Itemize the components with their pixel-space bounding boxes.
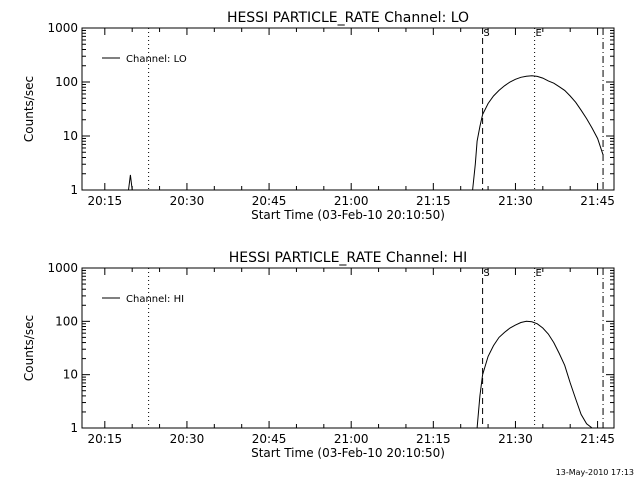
x-axis-label: Start Time (03-Feb-10 20:10:50): [251, 208, 445, 222]
chart-title: HESSI PARTICLE_RATE Channel: HI: [229, 250, 467, 266]
plot-frame: [81, 27, 615, 191]
panel-lo: HESSI PARTICLE_RATE Channel: LO 20:15 20:3…: [22, 10, 615, 222]
y-tick-label: 10: [63, 368, 78, 382]
x-tick-label: 21:15: [416, 432, 451, 446]
series-line: [472, 75, 604, 191]
x-axis-label: Start Time (03-Feb-10 20:10:50): [251, 446, 445, 460]
x-tick-label: 20:30: [170, 432, 205, 446]
chart-title: HESSI PARTICLE_RATE Channel: LO: [227, 10, 469, 26]
y-tick-label: 100: [55, 314, 78, 328]
timestamp-label: 13-May-2010 17:13: [555, 468, 634, 477]
x-tick-label: 20:45: [252, 432, 287, 446]
x-tick-label: 21:00: [334, 194, 369, 208]
x-tick-label: 20:45: [252, 194, 287, 208]
y-tick-label: 1: [70, 183, 78, 197]
event-marker-label: E: [535, 28, 541, 39]
x-tick-label: 20:15: [88, 194, 123, 208]
panel-hi: HESSI PARTICLE_RATE Channel: HI 20:15 20:3…: [22, 250, 615, 460]
y-tick-label: 1: [70, 421, 78, 435]
y-tick-label: 1000: [47, 21, 78, 35]
event-marker-label: S: [483, 268, 489, 279]
x-tick-label: 20:30: [170, 194, 205, 208]
x-tick-label: 21:45: [580, 432, 615, 446]
series-line: [128, 174, 133, 191]
legend-label: Channel: LO: [126, 54, 187, 65]
plot-frame: [81, 267, 615, 429]
x-tick-label: 21:45: [580, 194, 615, 208]
series-line: [476, 320, 593, 429]
y-tick-label: 1000: [47, 261, 78, 275]
y-axis-label: Counts/sec: [22, 76, 36, 142]
event-marker-label: S: [483, 28, 489, 39]
event-marker-label: E: [535, 268, 541, 279]
x-tick-label: 21:30: [498, 194, 533, 208]
x-tick-label: 20:15: [88, 432, 123, 446]
x-tick-label: 21:00: [334, 432, 369, 446]
legend-label: Channel: HI: [126, 294, 184, 305]
x-tick-label: 21:15: [416, 194, 451, 208]
y-tick-label: 100: [55, 75, 78, 89]
y-axis-label: Counts/sec: [22, 315, 36, 381]
y-tick-label: 10: [63, 129, 78, 143]
x-tick-label: 21:30: [498, 432, 533, 446]
